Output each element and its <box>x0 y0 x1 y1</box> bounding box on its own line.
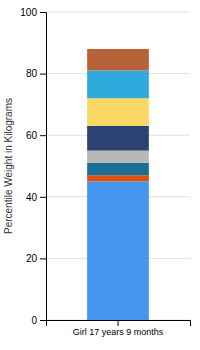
bar-segment <box>87 163 149 175</box>
x-axis-line <box>47 321 191 327</box>
y-tick-label: 100 <box>20 7 37 18</box>
bar-segment <box>87 181 149 320</box>
y-axis-line <box>40 13 47 321</box>
y-tick-mark <box>40 258 46 259</box>
y-axis: 0 20 40 60 80 100 <box>20 7 46 326</box>
y-tick-label: 40 <box>26 192 38 203</box>
bar-segment <box>87 151 149 163</box>
bar-segment <box>87 126 149 151</box>
y-axis-title: Percentile Weight in Kilograms <box>3 98 14 234</box>
x-tick-label: Girl 17 years 9 months <box>73 327 164 337</box>
x-tick-mark <box>118 320 119 326</box>
bar-segment <box>87 49 149 71</box>
chart: 0 20 40 60 80 100 Girl 17 years 9 months Percen… <box>0 0 200 350</box>
y-tick-mark <box>40 320 46 321</box>
y-tick: 80 <box>26 68 46 79</box>
plot: 0 20 40 60 80 100 Girl 17 years 9 months <box>20 7 190 338</box>
grid <box>46 12 190 320</box>
y-tick: 0 <box>31 315 46 326</box>
y-tick-mark <box>40 74 46 75</box>
x-tick: Girl 17 years 9 months <box>73 320 164 337</box>
y-tick-label: 60 <box>26 130 38 141</box>
y-tick-mark <box>40 197 46 198</box>
y-tick-label: 20 <box>26 253 38 264</box>
grid-line <box>46 12 190 13</box>
y-tick: 60 <box>26 130 46 141</box>
y-tick-label: 0 <box>31 315 37 326</box>
bar-segment <box>87 71 149 99</box>
y-tick-label: 80 <box>26 68 38 79</box>
y-tick: 40 <box>26 192 46 203</box>
bars <box>87 49 149 320</box>
y-tick-mark <box>40 135 46 136</box>
y-tick: 20 <box>26 253 46 264</box>
bar-segment <box>87 175 149 181</box>
y-tick: 100 <box>20 7 46 18</box>
x-axis: Girl 17 years 9 months <box>47 320 191 337</box>
y-tick-mark <box>40 12 46 13</box>
bar-segment <box>87 98 149 126</box>
